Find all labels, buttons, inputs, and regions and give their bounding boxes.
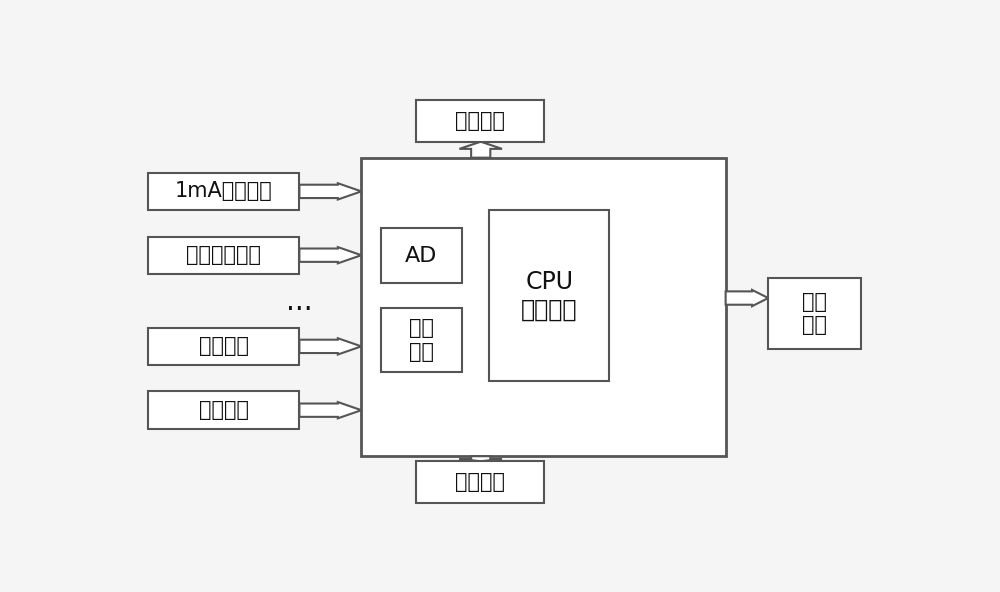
Text: 电流模块: 电流模块 — [199, 336, 249, 356]
Text: 端口
检测: 端口 检测 — [409, 318, 434, 362]
Text: 电压模块: 电压模块 — [199, 400, 249, 420]
Bar — [148, 391, 299, 429]
Bar — [416, 100, 544, 141]
Polygon shape — [299, 402, 361, 419]
Text: ···: ··· — [286, 297, 313, 324]
Text: AD: AD — [405, 246, 438, 266]
Bar — [361, 157, 726, 456]
Polygon shape — [299, 184, 361, 200]
Text: 开关状态检测: 开关状态检测 — [186, 245, 261, 265]
Bar — [148, 237, 299, 274]
Text: 键盘控制: 键盘控制 — [455, 472, 505, 492]
Text: 1mA电流检测: 1mA电流检测 — [175, 181, 273, 201]
Bar — [416, 461, 544, 503]
Bar — [381, 229, 462, 283]
Bar — [148, 328, 299, 365]
Text: 液晶显示: 液晶显示 — [455, 111, 505, 131]
Bar — [489, 210, 609, 381]
Text: CPU
处理核心: CPU 处理核心 — [521, 269, 578, 321]
Polygon shape — [459, 456, 502, 461]
Polygon shape — [299, 247, 361, 263]
Text: 射频
模块: 射频 模块 — [802, 292, 827, 336]
Polygon shape — [726, 290, 768, 306]
Bar — [381, 308, 462, 372]
Polygon shape — [459, 141, 502, 157]
Bar — [148, 173, 299, 210]
Bar — [768, 278, 861, 349]
Polygon shape — [299, 338, 361, 355]
